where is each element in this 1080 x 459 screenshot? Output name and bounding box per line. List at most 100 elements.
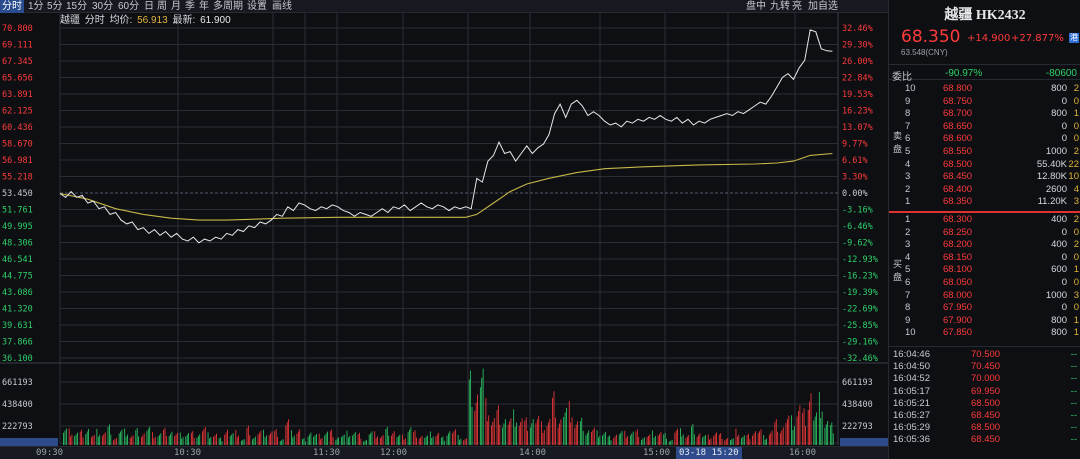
chart-mode-label: 分时 — [84, 15, 105, 26]
quote-panel: 越疆 HK2432 68.350 +14.900 +27.877% 港 63.5… — [888, 0, 1080, 459]
ask-row[interactable]: 10 68.800 800 2 — [889, 83, 1080, 94]
bid-lvl: 5 — [905, 264, 911, 276]
right-axis-label: -12.93% — [842, 255, 878, 265]
ask-cnt: 0 — [1073, 133, 1079, 145]
bid-row[interactable]: 4 68.150 0 0 — [889, 252, 1080, 263]
ask-vol: 0 — [1061, 133, 1067, 145]
bid-cnt: 0 — [1073, 226, 1079, 238]
ask-lvl: 10 — [905, 83, 916, 94]
bid-price: 68.100 — [943, 264, 973, 276]
ask-vol: 800 — [1051, 108, 1067, 120]
toolbar-item-12[interactable]: 设置 — [247, 1, 267, 12]
bid-row[interactable]: 1 68.300 400 2 — [889, 214, 1080, 225]
ask-row[interactable]: 3 68.450 12.80K 10 — [889, 171, 1080, 182]
bid-cnt: 0 — [1073, 302, 1079, 314]
trade-vol: -- — [1070, 397, 1077, 409]
ask-cnt: 2 — [1073, 83, 1079, 94]
left-axis-label: 37.866 — [2, 338, 33, 348]
toolbar-item-6[interactable]: 日 — [144, 1, 154, 12]
ask-row[interactable]: 4 68.500 55.40K 22 — [889, 159, 1080, 170]
bid-lvl: 1 — [905, 214, 911, 225]
trade-row: 16:05:27 68.450 -- — [889, 410, 1080, 422]
left-axis-label: 46.541 — [2, 255, 33, 265]
bid-row[interactable]: 3 68.200 400 2 — [889, 239, 1080, 250]
ask-cnt: 1 — [1073, 108, 1079, 120]
ask-row[interactable]: 6 68.600 0 0 — [889, 133, 1080, 144]
ask-lvl: 1 — [905, 196, 911, 208]
order-ratio-label: 委比 — [892, 72, 912, 83]
bid-row[interactable]: 7 68.000 1000 3 — [889, 290, 1080, 301]
intraday-chart[interactable]: 70.800 32.46% 69.111 29.30% 67.345 26.00% 65.6… — [0, 13, 888, 446]
toolbar-item-11[interactable]: 多周期 — [213, 1, 243, 12]
bid-row[interactable]: 10 67.850 800 1 — [889, 327, 1080, 338]
trade-row: 16:05:21 68.500 -- — [889, 398, 1080, 410]
trade-ticker[interactable]: 16:04:46 70.500 -- 16:04:50 70.450 -- 16:04:52… — [889, 346, 1080, 459]
toolbar-item-13[interactable]: 画线 — [272, 1, 292, 12]
current-price: 68.350 — [901, 27, 961, 47]
volume-axis-label: 438400 — [2, 400, 33, 410]
ask-cnt: 4 — [1073, 183, 1079, 195]
bid-lvl: 9 — [905, 314, 911, 326]
time-axis-label: 12:00 — [380, 448, 408, 458]
ask-cnt: 3 — [1073, 196, 1079, 208]
bid-lvl: 10 — [905, 327, 916, 339]
left-axis-label: 62.125 — [2, 107, 33, 117]
ask-row[interactable]: 7 68.650 0 0 — [889, 121, 1080, 132]
crosshair-time-tag: 03-18 15:20 — [676, 447, 742, 459]
volume-axis-label: 222793 — [2, 422, 33, 432]
toolbar-item-0[interactable]: 分时 — [0, 0, 24, 13]
right-axis-label: 0.00% — [842, 189, 868, 199]
toolbar-item-1[interactable]: 1分 — [28, 1, 44, 12]
trade-vol: -- — [1070, 385, 1077, 397]
price-change: +14.900 — [967, 33, 1011, 44]
trade-time: 16:04:50 — [893, 361, 930, 373]
left-axis-label: 67.345 — [2, 57, 33, 67]
left-axis-label: 36.100 — [2, 354, 33, 364]
toolbar-item-5[interactable]: 60分 — [118, 1, 140, 12]
trade-price: 70.500 — [971, 349, 1001, 360]
ask-row[interactable]: 5 68.550 1000 2 — [889, 146, 1080, 157]
ask-lvl: 5 — [905, 146, 911, 157]
bid-row[interactable]: 9 67.900 800 1 — [889, 315, 1080, 326]
ask-row[interactable]: 9 68.750 0 0 — [889, 96, 1080, 107]
bid-price: 68.050 — [943, 277, 973, 288]
bid-row[interactable]: 8 67.950 0 0 — [889, 302, 1080, 313]
bid-price: 67.950 — [943, 302, 973, 314]
stock-title: 越疆 HK2432 — [944, 8, 1026, 23]
ask-row[interactable]: 1 68.350 11.20K 3 — [889, 196, 1080, 207]
left-axis-label: 49.995 — [2, 222, 33, 232]
bid-vol: 800 — [1051, 314, 1067, 326]
left-axis-label: 44.775 — [2, 272, 33, 282]
trade-price: 70.450 — [971, 361, 1001, 373]
toolbar-right-item-1[interactable]: 九转 — [770, 1, 790, 12]
ask-vol: 0 — [1061, 120, 1067, 132]
toolbar-right-item-0[interactable]: 盘中 — [746, 1, 766, 12]
ask-vol: 12.80K — [1036, 171, 1067, 183]
trade-row: 16:04:46 70.500 -- — [889, 349, 1080, 361]
toolbar-item-8[interactable]: 月 — [171, 1, 181, 12]
toolbar-item-7[interactable]: 周 — [157, 1, 167, 12]
bid-row[interactable]: 5 68.100 600 1 — [889, 264, 1080, 275]
toolbar-right-item-3[interactable]: 加自选 — [808, 1, 838, 12]
ask-lvl: 8 — [905, 108, 911, 120]
toolbar-item-3[interactable]: 15分 — [66, 1, 88, 12]
ask-lvl: 7 — [905, 120, 911, 132]
bid-vol: 1000 — [1045, 289, 1067, 301]
toolbar-item-9[interactable]: 季 — [185, 1, 195, 12]
bid-row[interactable]: 6 68.050 0 0 — [889, 277, 1080, 288]
trade-time: 16:04:52 — [893, 373, 930, 385]
ask-cnt: 0 — [1073, 95, 1079, 107]
toolbar-item-10[interactable]: 年 — [199, 1, 209, 12]
bid-row[interactable]: 2 68.250 0 0 — [889, 227, 1080, 238]
toolbar-right-item-2[interactable]: 亮 — [792, 1, 802, 12]
order-book-divider — [889, 211, 1080, 213]
trade-row: 16:05:29 68.500 -- — [889, 422, 1080, 434]
ask-lvl: 4 — [905, 158, 911, 170]
toolbar-item-2[interactable]: 5分 — [47, 1, 63, 12]
toolbar-item-4[interactable]: 30分 — [92, 1, 114, 12]
right-axis-label: 26.00% — [842, 57, 873, 67]
ask-row[interactable]: 8 68.700 800 1 — [889, 108, 1080, 119]
volume-highlight-right — [840, 438, 888, 446]
ask-row[interactable]: 2 68.400 2600 4 — [889, 184, 1080, 195]
left-axis-label: 58.670 — [2, 140, 33, 150]
